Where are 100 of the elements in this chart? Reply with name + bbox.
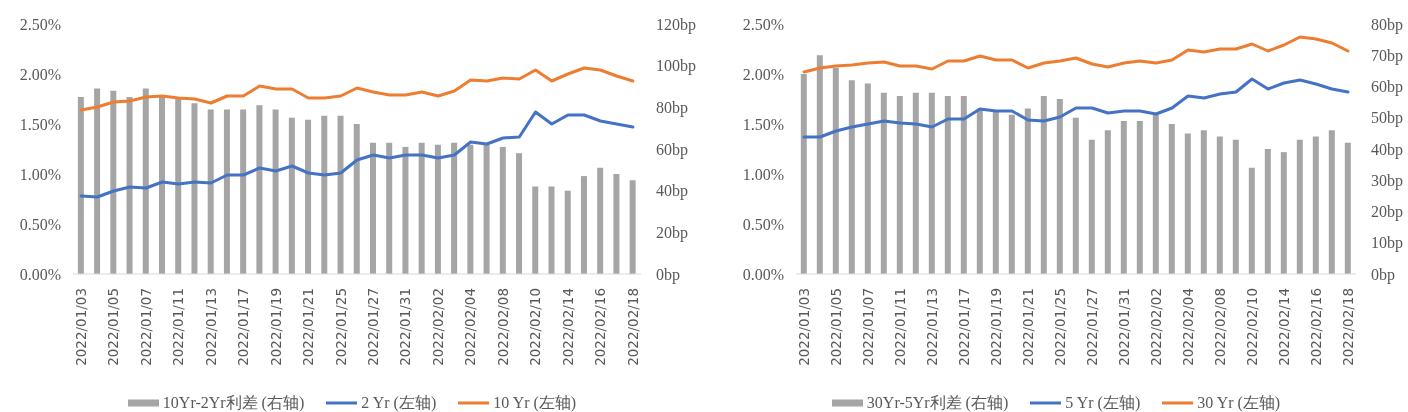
bar [613, 174, 620, 274]
bar [1200, 130, 1207, 274]
y2-tick-label: 80bp [656, 99, 688, 118]
bar [386, 142, 393, 274]
bar [240, 109, 247, 274]
y-tick-label: 1.50% [19, 115, 61, 133]
bar [1120, 120, 1127, 274]
x-tick-label: 2022/01/31 [397, 288, 414, 366]
bar [928, 92, 935, 274]
bar [548, 186, 555, 274]
bar [191, 103, 198, 274]
y2-tick-label: 30bp [1371, 171, 1403, 190]
bar [110, 90, 117, 274]
x-tick-label: 2022/01/07 [137, 288, 154, 366]
bar [256, 105, 263, 274]
x-tick-label: 2022/01/05 [105, 288, 122, 366]
bar [223, 109, 230, 274]
x-tick-label: 2022/01/11 [891, 288, 908, 366]
bar [1008, 114, 1015, 274]
bar [992, 111, 999, 274]
bar [1328, 130, 1335, 274]
bar [142, 88, 149, 274]
bar [499, 146, 506, 274]
legend-label: 10Yr-2Yr利差 (右轴) [162, 394, 305, 412]
line-series [79, 110, 635, 199]
x-tick-label: 2022/02/14 [1275, 288, 1292, 366]
x-tick-label: 2022/01/19 [987, 288, 1004, 366]
y2-tick-label: 60bp [656, 140, 688, 159]
bar [1216, 136, 1223, 274]
y2-tick-label: 100bp [656, 57, 696, 76]
y2-tick-label: 20bp [1371, 203, 1403, 222]
bar [1040, 95, 1047, 274]
bar [1168, 124, 1175, 274]
y-tick-label: 2.50% [742, 15, 784, 33]
x-tick-label: 2022/01/25 [1051, 288, 1068, 366]
bar [912, 92, 919, 274]
line-series [79, 66, 635, 112]
x-tick-label: 2022/01/03 [795, 288, 812, 366]
x-tick-label: 2022/01/25 [332, 288, 349, 366]
y2-tick-label: 20bp [656, 224, 688, 243]
x-tick-label: 2022/01/21 [300, 288, 317, 366]
x-tick-label: 2022/02/04 [462, 288, 479, 366]
y-tick-label: 2.00% [19, 65, 61, 83]
bar [532, 186, 539, 274]
bar [1088, 139, 1095, 274]
bar [864, 83, 871, 274]
x-tick-label: 2022/01/31 [1115, 288, 1132, 366]
bar [1280, 152, 1287, 274]
y-tick-label: 0.00% [742, 265, 784, 283]
y2-tick-label: 70bp [1371, 46, 1403, 65]
bar [800, 74, 807, 274]
bar [1264, 149, 1271, 274]
y2-tick-label: 40bp [656, 182, 688, 201]
x-tick-label: 2022/01/21 [1019, 288, 1036, 366]
y2-tick-label: 0bp [656, 265, 680, 284]
bar [848, 80, 855, 274]
legend-label: 30 Yr (左轴) [1197, 394, 1281, 412]
bar [564, 190, 571, 274]
x-tick-label: 2022/01/27 [1083, 288, 1100, 366]
bar [126, 96, 133, 274]
legend-label: 5 Yr (左轴) [1065, 394, 1141, 412]
x-tick-label: 2022/01/07 [859, 288, 876, 366]
bar [402, 146, 409, 274]
bar [1072, 117, 1079, 274]
bar [516, 153, 523, 274]
bar [1136, 120, 1143, 274]
x-tick-label: 2022/02/14 [559, 288, 576, 366]
y2-tick-label: 60bp [1371, 78, 1403, 97]
bar [832, 67, 839, 274]
y2-tick-label: 10bp [1371, 234, 1403, 253]
y2-tick-label: 120bp [656, 15, 696, 34]
x-tick-label: 2022/01/17 [955, 288, 972, 366]
bar [207, 109, 214, 274]
bar [1184, 133, 1191, 274]
x-tick-label: 2022/01/03 [72, 288, 89, 366]
x-tick-label: 2022/02/10 [1243, 288, 1260, 366]
x-tick-label: 2022/01/27 [364, 288, 381, 366]
bar [1024, 108, 1031, 274]
y-tick-label: 0.50% [19, 215, 61, 233]
legend-label: 10 Yr (左轴) [493, 394, 577, 412]
x-tick-label: 2022/01/05 [827, 288, 844, 366]
y-tick-label: 1.00% [19, 165, 61, 183]
bar [369, 142, 376, 274]
x-tick-label: 2022/02/18 [624, 288, 641, 366]
y-tick-label: 2.50% [19, 15, 61, 33]
legend-label: 30Yr-5Yr利差 (右轴) [866, 394, 1009, 412]
bar [337, 115, 344, 274]
y2-tick-label: 0bp [1371, 265, 1395, 284]
bar [880, 92, 887, 274]
x-tick-label: 2022/02/08 [494, 288, 511, 366]
x-tick-label: 2022/02/04 [1179, 288, 1196, 366]
bar [175, 99, 182, 274]
bar [944, 95, 951, 274]
y-tick-label: 0.00% [19, 265, 61, 283]
bar [451, 142, 458, 274]
bar [629, 180, 636, 274]
bar [960, 95, 967, 274]
bar [896, 95, 903, 274]
bar [418, 142, 425, 274]
bar [467, 144, 474, 274]
